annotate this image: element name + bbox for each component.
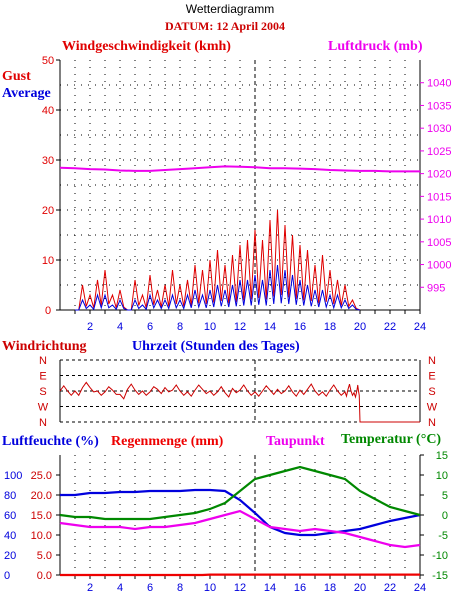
average-label: Average xyxy=(2,86,51,101)
direction-label-right: N xyxy=(428,417,436,429)
humidity-tick-label: 60 xyxy=(4,510,16,522)
direction-label-right: W xyxy=(427,402,438,414)
series-line-windrichtung xyxy=(59,381,420,423)
y-tick-label: 10 xyxy=(42,255,54,267)
x-tick-label: 20 xyxy=(354,321,366,333)
wind-speed-title: Windgeschwindigkeit (kmh) xyxy=(62,39,231,54)
x-tick-label: 10 xyxy=(204,582,216,594)
direction-label-right: E xyxy=(428,371,435,383)
x-tick-label: 24 xyxy=(414,582,426,594)
x-tick-label: 6 xyxy=(147,321,153,333)
x-tick-label: 6 xyxy=(147,582,153,594)
rain-title: Regenmenge (mm) xyxy=(111,434,224,449)
x-tick-label: 16 xyxy=(294,321,306,333)
series-line-luftdruck xyxy=(59,165,420,173)
direction-label-left: N xyxy=(39,355,47,367)
y2-tick-label: 1035 xyxy=(427,100,451,112)
y-tick-label: 30 xyxy=(42,155,54,167)
rain-tick-label: 20.0 xyxy=(31,490,52,502)
temperature-tick-label: 0 xyxy=(442,510,448,522)
y-tick-label: 40 xyxy=(42,105,54,117)
x-tick-label: 18 xyxy=(324,582,336,594)
humidity-tick-label: 80 xyxy=(4,490,16,502)
y2-tick-label: 1000 xyxy=(427,260,451,272)
humidity-tick-label: 100 xyxy=(4,470,22,482)
dewpoint-title: Taupunkt xyxy=(266,434,325,449)
x-axis-title: Uhrzeit (Stunden des Tages) xyxy=(132,339,300,354)
y-tick-label: 0 xyxy=(45,305,51,317)
humidity-tick-label: 20 xyxy=(4,550,16,562)
x-tick-label: 10 xyxy=(204,321,216,333)
rain-tick-label: 10.0 xyxy=(31,530,52,542)
x-tick-label: 24 xyxy=(414,321,426,333)
wind-direction-title: Windrichtung xyxy=(2,339,87,354)
humidity-tick-label: 40 xyxy=(4,530,16,542)
y2-tick-label: 1025 xyxy=(427,146,451,158)
y-tick-label: 50 xyxy=(42,55,54,67)
wind-direction-panel: N NW WS SE EN N xyxy=(38,355,438,429)
series-line-average xyxy=(75,264,361,311)
temperature-title: Temperatur (°C) xyxy=(341,432,441,447)
x-tick-label: 4 xyxy=(117,582,123,594)
x-tick-label: 22 xyxy=(384,582,396,594)
page-title: Wetterdiagramm xyxy=(186,2,274,16)
temperature-tick-label: 5 xyxy=(442,490,448,502)
x-tick-label: 2 xyxy=(87,582,93,594)
x-tick-label: 12 xyxy=(234,582,246,594)
direction-label-left: N xyxy=(39,417,47,429)
humidity-title: Luftfeuchte (%) xyxy=(2,434,99,449)
rain-tick-label: 15.0 xyxy=(31,510,52,522)
wind-pressure-panel: 0102030405099510001005101010151020102510… xyxy=(42,55,452,333)
direction-label-left: E xyxy=(39,371,46,383)
x-tick-label: 12 xyxy=(234,321,246,333)
pressure-title: Luftdruck (mb) xyxy=(328,39,423,54)
series-line-temperatur xyxy=(59,465,421,521)
series-line-luftfeuchte xyxy=(60,488,421,537)
y2-tick-label: 995 xyxy=(427,282,445,294)
rain-tick-label: 0.0 xyxy=(37,570,52,582)
rain-tick-label: 25.0 xyxy=(31,470,52,482)
humidity-tick-label: 0 xyxy=(4,570,10,582)
x-tick-label: 8 xyxy=(177,582,183,594)
x-tick-label: 2 xyxy=(87,321,93,333)
series-line-taupunkt xyxy=(59,509,421,549)
y-tick-label: 20 xyxy=(42,205,54,217)
direction-label-right: N xyxy=(428,355,436,367)
x-tick-label: 14 xyxy=(264,321,276,333)
y2-tick-label: 1010 xyxy=(427,214,451,226)
x-tick-label: 22 xyxy=(384,321,396,333)
gust-label: Gust xyxy=(2,69,31,84)
direction-label-left: W xyxy=(38,402,49,414)
date-label: DATUM: 12 April 2004 xyxy=(165,19,285,33)
direction-label-left: S xyxy=(39,386,46,398)
rain-tick-label: 5.0 xyxy=(37,550,52,562)
temperature-tick-label: 15 xyxy=(436,450,448,462)
y2-tick-label: 1030 xyxy=(427,123,451,135)
x-tick-label: 4 xyxy=(117,321,123,333)
temperature-tick-label: -5 xyxy=(438,530,448,542)
series-line-gust xyxy=(75,209,361,311)
x-tick-label: 18 xyxy=(324,321,336,333)
y2-tick-label: 1020 xyxy=(427,169,451,181)
x-tick-label: 8 xyxy=(177,321,183,333)
x-tick-label: 20 xyxy=(354,582,366,594)
y2-tick-label: 1005 xyxy=(427,237,451,249)
y2-tick-label: 1040 xyxy=(427,78,451,90)
x-tick-label: 16 xyxy=(294,582,306,594)
temperature-tick-label: -15 xyxy=(432,570,448,582)
temperature-tick-label: -10 xyxy=(432,550,448,562)
direction-label-right: S xyxy=(428,386,435,398)
x-tick-label: 14 xyxy=(264,582,276,594)
y2-tick-label: 1015 xyxy=(427,191,451,203)
temperature-tick-label: 10 xyxy=(436,470,448,482)
